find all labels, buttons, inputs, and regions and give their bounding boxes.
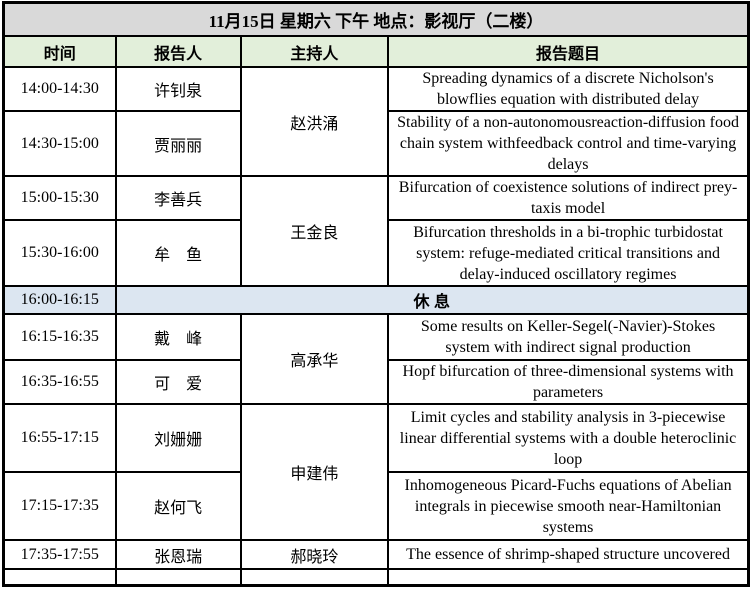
time-cell: 16:15-16:35 (2, 313, 117, 361)
talk-title-cell: The essence of shrimp-shaped structure u… (387, 539, 750, 570)
table-row: 17:35-17:55 张恩瑞 郝晓玲 The essence of shrim… (2, 539, 750, 570)
speaker-cell: 贾丽丽 (114, 110, 242, 177)
table-row: 15:00-15:30 李善兵 王金良 Bifurcation of coexi… (2, 175, 750, 287)
talk-title-cell: Inhomogeneous Picard-Fuchs equations of … (387, 471, 750, 541)
talk-title-cell: Limit cycles and stability analysis in 3… (387, 403, 750, 473)
break-cell: 休 息 (114, 285, 750, 315)
table-row: 14:30-15:00 贾丽丽 Stability of a non-auton… (2, 110, 750, 177)
time-cell: 16:00-16:15 (2, 285, 117, 315)
chair-cell: 郝晓玲 (239, 539, 390, 570)
table-row: 16:15-16:35 戴 峰 高承华 Some results on Kell… (2, 313, 750, 405)
break-row: 16:00-16:15 休 息 (2, 285, 750, 315)
table-title: 11月15日 星期六 下午 地点：影视厅（二楼） (2, 1, 750, 37)
table-row: 17:15-17:35 赵何飞 Inhomogeneous Picard-Fuc… (2, 471, 750, 541)
speaker-cell: 许钊泉 (114, 66, 242, 112)
speaker-cell: 可 爱 (114, 359, 242, 405)
time-cell: 15:30-16:00 (2, 219, 117, 287)
time-cell: 17:35-17:55 (2, 539, 117, 570)
time-cell: 16:35-16:55 (2, 359, 117, 405)
table-row: 16:55-17:15 刘姗姗 申建伟 Limit cycles and sta… (2, 403, 750, 541)
talk-title-cell: Bifurcation thresholds in a bi-trophic t… (387, 219, 750, 287)
time-cell: 14:00-14:30 (2, 66, 117, 112)
table-row: 16:35-16:55 可 爱 Hopf bifurcation of thre… (2, 359, 750, 405)
speaker-cell: 张恩瑞 (114, 539, 242, 570)
col-header-time: 时间 (2, 35, 117, 68)
talk-title-cell: Bifurcation of coexistence solutions of … (387, 175, 750, 221)
chair-cell: 赵洪涌 (239, 66, 390, 177)
clipped-next-row (2, 568, 750, 587)
chair-cell: 申建伟 (239, 403, 390, 541)
time-cell: 14:30-15:00 (2, 110, 117, 177)
time-cell: 15:00-15:30 (2, 175, 117, 221)
col-header-speaker: 报告人 (114, 35, 242, 68)
talk-title-cell: Some results on Keller-Segel(-Navier)-St… (387, 313, 750, 361)
speaker-cell: 牟 鱼 (114, 219, 242, 287)
time-cell: 17:15-17:35 (2, 471, 117, 541)
chair-cell: 高承华 (239, 313, 390, 405)
col-header-chair: 主持人 (239, 35, 390, 68)
talk-title-cell: Hopf bifurcation of three-dimensional sy… (387, 359, 750, 405)
speaker-cell: 戴 峰 (114, 313, 242, 361)
table-title-row: 11月15日 星期六 下午 地点：影视厅（二楼） (2, 1, 750, 37)
speaker-cell: 刘姗姗 (114, 403, 242, 473)
table-row: 15:30-16:00 牟 鱼 Bifurcation thresholds i… (2, 219, 750, 287)
time-cell: 16:55-17:15 (2, 403, 117, 473)
speaker-cell: 赵何飞 (114, 471, 242, 541)
chair-cell: 王金良 (239, 175, 390, 287)
speaker-cell: 李善兵 (114, 175, 242, 221)
talk-title-cell: Spreading dynamics of a discrete Nichols… (387, 66, 750, 112)
column-header-row: 时间 报告人 主持人 报告题目 (2, 35, 750, 68)
table-row: 14:00-14:30 许钊泉 赵洪涌 Spreading dynamics o… (2, 66, 750, 177)
talk-title-cell: Stability of a non-autonomousreaction-di… (387, 110, 750, 177)
col-header-talk: 报告题目 (387, 35, 750, 68)
